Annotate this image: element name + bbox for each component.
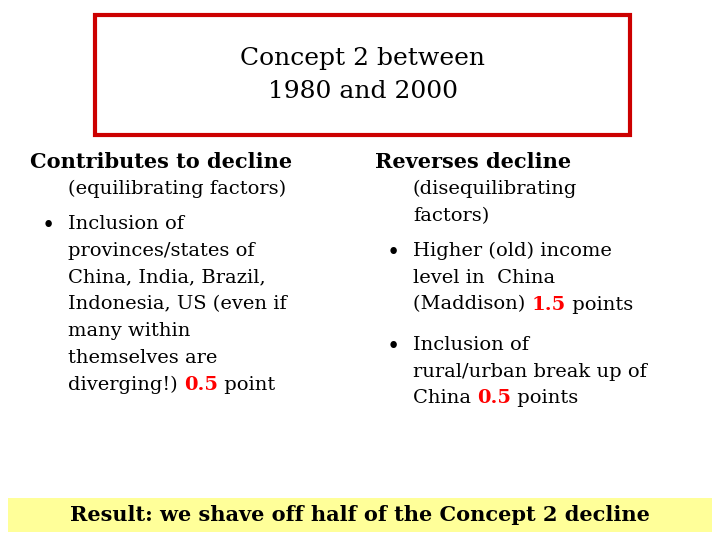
- Text: (disequilibrating: (disequilibrating: [413, 180, 577, 198]
- Text: point: point: [218, 376, 275, 394]
- Text: (Maddison): (Maddison): [413, 295, 531, 314]
- Text: 0.5: 0.5: [477, 389, 511, 408]
- Text: rural/urban break up of: rural/urban break up of: [413, 363, 647, 381]
- Text: Result: we shave off half of the Concept 2 decline: Result: we shave off half of the Concept…: [70, 505, 650, 525]
- Text: Concept 2 between
1980 and 2000: Concept 2 between 1980 and 2000: [240, 48, 485, 103]
- Text: diverging!): diverging!): [68, 376, 184, 394]
- Bar: [8, 498, 712, 532]
- Text: •: •: [387, 336, 400, 358]
- Text: Higher (old) income: Higher (old) income: [413, 242, 612, 260]
- Text: •: •: [387, 242, 400, 264]
- Text: •: •: [42, 215, 55, 237]
- Text: Indonesia, US (even if: Indonesia, US (even if: [68, 295, 287, 314]
- Text: points: points: [511, 389, 578, 408]
- Text: Contributes to decline: Contributes to decline: [30, 152, 292, 172]
- Text: themselves are: themselves are: [68, 349, 217, 367]
- Text: 1.5: 1.5: [531, 295, 566, 314]
- Text: provinces/states of: provinces/states of: [68, 242, 255, 260]
- Text: China, India, Brazil,: China, India, Brazil,: [68, 269, 266, 287]
- Text: 0.5: 0.5: [477, 389, 511, 408]
- Text: China: China: [413, 389, 477, 408]
- Text: Inclusion of: Inclusion of: [413, 336, 529, 354]
- Text: China: China: [413, 389, 477, 408]
- Text: 0.5: 0.5: [184, 376, 218, 394]
- Text: 0.5: 0.5: [184, 376, 218, 394]
- Text: points: points: [566, 295, 633, 314]
- Text: many within: many within: [68, 322, 190, 340]
- Text: 1.5: 1.5: [531, 295, 566, 314]
- Text: Reverses decline: Reverses decline: [375, 152, 571, 172]
- Text: factors): factors): [413, 207, 490, 225]
- Text: (Maddison): (Maddison): [413, 295, 531, 314]
- Text: (equilibrating factors): (equilibrating factors): [68, 180, 286, 198]
- Text: level in  China: level in China: [413, 269, 555, 287]
- Text: Inclusion of: Inclusion of: [68, 215, 184, 233]
- Bar: [95, 15, 630, 135]
- Text: diverging!): diverging!): [68, 376, 184, 394]
